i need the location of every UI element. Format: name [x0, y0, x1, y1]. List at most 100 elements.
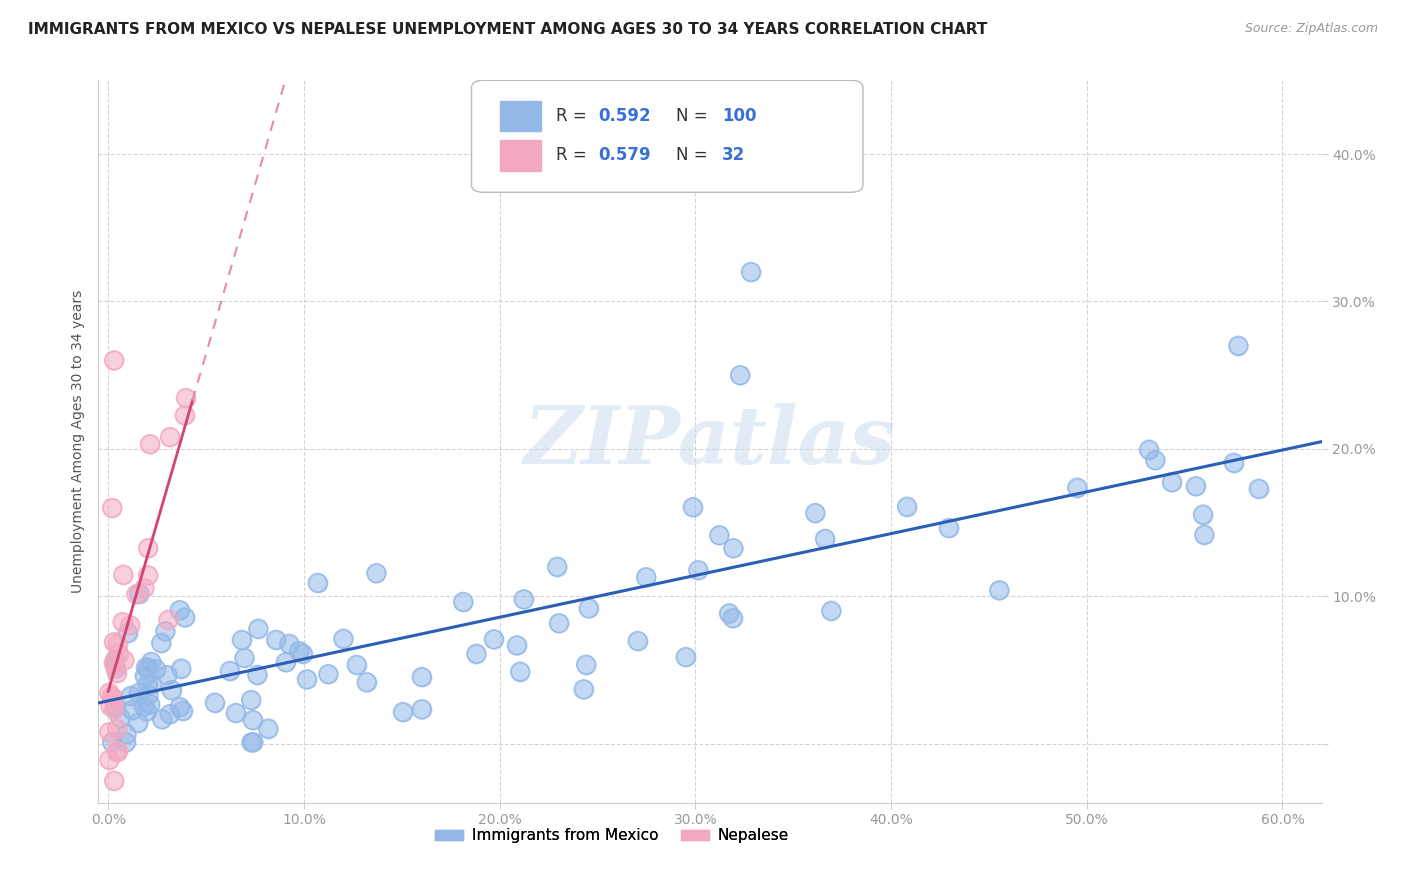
Point [112, 567, 135, 582]
Point [135, 660, 157, 674]
Point [173, 610, 195, 624]
Point [103, 658, 125, 673]
Point [295, 673, 318, 687]
Point [100, 690, 122, 704]
Point [136, 689, 159, 703]
Point [988, 583, 1011, 598]
Y-axis label: Unemployment Among Ages 30 to 34 years: Unemployment Among Ages 30 to 34 years [70, 290, 84, 593]
Point [103, 353, 125, 368]
Point [274, 655, 297, 669]
Point [107, 744, 129, 758]
Point [682, 500, 704, 515]
Point [111, 615, 134, 629]
Point [136, 568, 159, 582]
Point [139, 698, 162, 712]
Point [120, 618, 142, 632]
Point [1137, 442, 1160, 457]
Point [682, 500, 704, 515]
Point [820, 604, 842, 618]
Point [107, 744, 129, 758]
Point [145, 662, 167, 676]
Point [172, 704, 194, 718]
Point [675, 650, 697, 665]
Point [104, 661, 127, 675]
Point [169, 603, 191, 617]
Point [318, 667, 340, 681]
Point [1194, 527, 1216, 541]
Point [225, 706, 247, 720]
Point [104, 699, 127, 714]
Point [247, 622, 270, 636]
Point [411, 702, 433, 716]
Point [98, 725, 121, 739]
Point [125, 587, 148, 601]
Point [112, 653, 135, 667]
Point [170, 661, 193, 675]
Point [718, 607, 741, 621]
Point [242, 735, 264, 749]
Point [274, 655, 297, 669]
Text: R =: R = [555, 146, 592, 164]
Point [636, 570, 658, 584]
Text: 100: 100 [723, 107, 756, 125]
Point [100, 690, 122, 704]
Point [1144, 453, 1167, 467]
Point [240, 735, 263, 749]
Point [548, 616, 571, 631]
Point [139, 437, 162, 451]
Point [103, 702, 125, 716]
Point [105, 666, 128, 681]
Legend: Immigrants from Mexico, Nepalese: Immigrants from Mexico, Nepalese [429, 822, 796, 849]
Point [548, 616, 571, 631]
Point [247, 622, 270, 636]
Point [512, 592, 534, 607]
Point [173, 409, 195, 423]
Point [136, 677, 159, 691]
Point [107, 647, 129, 661]
Point [103, 691, 125, 706]
Point [411, 670, 433, 684]
Point [98, 753, 121, 767]
Text: 0.579: 0.579 [599, 146, 651, 164]
Text: 32: 32 [723, 146, 745, 164]
Point [159, 430, 181, 444]
Point [103, 702, 125, 716]
Text: ZIPatlas: ZIPatlas [524, 403, 896, 480]
Text: N =: N = [676, 146, 707, 164]
FancyBboxPatch shape [471, 80, 863, 193]
Point [246, 668, 269, 682]
Point [150, 712, 173, 726]
Point [1184, 479, 1206, 493]
Point [160, 683, 183, 698]
Point [103, 658, 125, 673]
Text: IMMIGRANTS FROM MEXICO VS NEPALESE UNEMPLOYMENT AMONG AGES 30 TO 34 YEARS CORREL: IMMIGRANTS FROM MEXICO VS NEPALESE UNEMP… [28, 22, 987, 37]
Point [112, 653, 135, 667]
Bar [499, 101, 541, 131]
Point [136, 541, 159, 556]
Point [709, 528, 731, 542]
Point [204, 696, 226, 710]
Point [240, 735, 263, 749]
Point [105, 745, 128, 759]
Point [291, 647, 314, 661]
Point [575, 657, 598, 672]
Point [169, 700, 191, 714]
Point [506, 639, 529, 653]
Point [1223, 456, 1246, 470]
Point [98, 686, 121, 700]
Point [288, 644, 311, 658]
Point [820, 604, 842, 618]
Point [1184, 479, 1206, 493]
Point [451, 595, 474, 609]
Point [218, 664, 240, 678]
Point [134, 582, 156, 596]
Point [814, 532, 837, 546]
Point [506, 639, 529, 653]
Point [135, 660, 157, 674]
Point [938, 521, 960, 535]
Point [114, 735, 136, 749]
Point [104, 699, 127, 714]
Point [138, 661, 160, 675]
Point [572, 682, 595, 697]
Point [1247, 482, 1270, 496]
